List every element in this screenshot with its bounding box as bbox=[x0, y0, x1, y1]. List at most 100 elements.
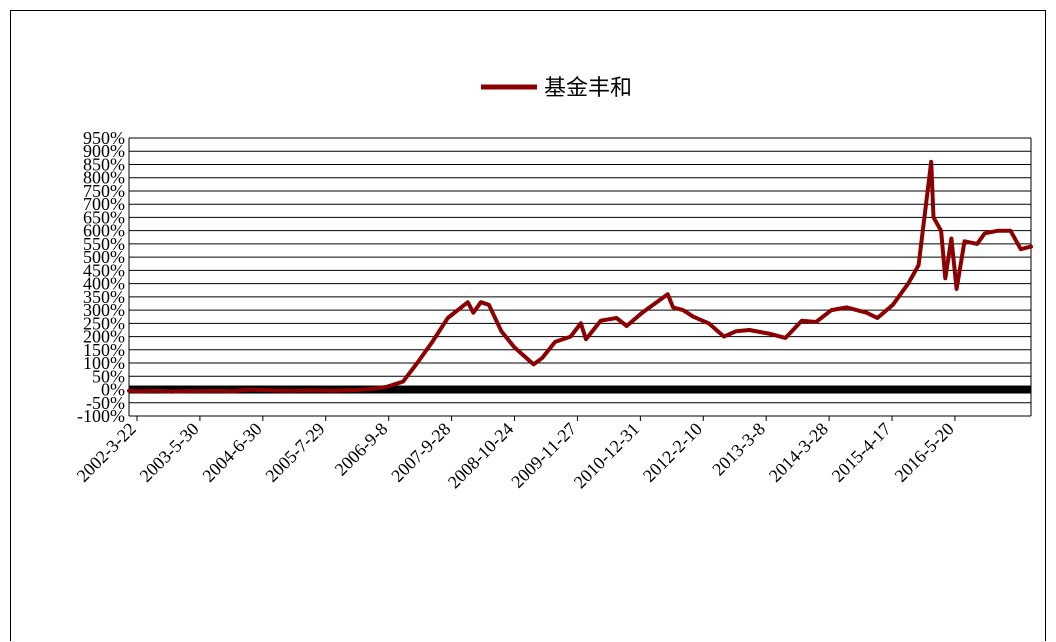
data-point bbox=[801, 320, 803, 322]
data-point bbox=[480, 301, 482, 303]
data-point bbox=[416, 362, 418, 364]
y-tick-label: 800% bbox=[83, 168, 125, 188]
data-point bbox=[472, 312, 474, 314]
data-point bbox=[294, 390, 296, 392]
y-tick-label: 500% bbox=[83, 247, 125, 267]
data-point bbox=[940, 230, 942, 232]
data-point bbox=[692, 316, 694, 318]
x-tick-label: 2006-9-8 bbox=[331, 419, 392, 480]
x-tick-label: 2013-3-8 bbox=[708, 419, 769, 480]
y-tick-label: -50% bbox=[86, 393, 125, 413]
data-point bbox=[355, 389, 357, 391]
data-point bbox=[232, 390, 234, 392]
data-point bbox=[431, 341, 433, 343]
y-tick-label: 150% bbox=[83, 340, 125, 360]
data-point bbox=[402, 381, 404, 383]
x-tick-label: 2008-10-24 bbox=[444, 419, 518, 493]
data-point bbox=[554, 341, 556, 343]
y-tick-label: 650% bbox=[83, 207, 125, 227]
data-point bbox=[334, 390, 336, 392]
x-tick-label: 2010-12-31 bbox=[570, 419, 644, 493]
y-tick-label: 550% bbox=[83, 234, 125, 254]
data-point bbox=[865, 312, 867, 314]
data-point bbox=[345, 389, 347, 391]
data-point bbox=[667, 293, 669, 295]
data-point bbox=[488, 304, 490, 306]
data-point bbox=[385, 386, 387, 388]
data-point bbox=[140, 390, 142, 392]
y-tick-label: 900% bbox=[83, 141, 125, 161]
y-tick-label: 100% bbox=[83, 353, 125, 373]
y-tick-label: 600% bbox=[83, 221, 125, 241]
y-axis: 950%900%850%800%750%700%650%600%550%500%… bbox=[77, 128, 125, 426]
data-point bbox=[309, 389, 311, 391]
data-point bbox=[370, 388, 372, 390]
y-tick-label: 700% bbox=[83, 194, 125, 214]
data-point bbox=[930, 161, 932, 163]
data-point bbox=[513, 346, 515, 348]
data-point bbox=[533, 363, 535, 365]
data-point bbox=[1020, 248, 1022, 250]
legend: 基金丰和 bbox=[481, 76, 632, 101]
data-point bbox=[500, 330, 502, 332]
data-point bbox=[976, 243, 978, 245]
y-tick-label: 350% bbox=[83, 287, 125, 307]
data-point bbox=[186, 390, 188, 392]
series-line bbox=[127, 159, 1033, 394]
data-point bbox=[541, 357, 543, 359]
zero-line-bar bbox=[129, 385, 1031, 394]
x-tick-label: 2005-7-29 bbox=[261, 419, 328, 486]
data-point bbox=[749, 329, 751, 331]
x-tick-label: 2015-4-17 bbox=[828, 419, 895, 486]
data-point bbox=[201, 390, 203, 392]
data-point bbox=[708, 322, 710, 324]
y-tick-label: 50% bbox=[92, 366, 125, 386]
legend-label: 基金丰和 bbox=[544, 76, 632, 101]
data-point bbox=[268, 389, 270, 391]
data-point bbox=[247, 389, 249, 391]
y-tick-label: 0% bbox=[101, 380, 125, 400]
data-point bbox=[956, 288, 958, 290]
data-point bbox=[155, 390, 157, 392]
line-chart: 950%900%850%800%750%700%650%600%550%500%… bbox=[73, 76, 1033, 492]
data-point bbox=[785, 337, 787, 339]
data-point bbox=[600, 320, 602, 322]
data-point bbox=[1010, 230, 1011, 232]
data-point bbox=[672, 306, 674, 308]
data-point bbox=[217, 390, 219, 392]
x-tick-label: 2009-11-27 bbox=[507, 419, 580, 492]
y-tick-label: 450% bbox=[83, 260, 125, 280]
data-point bbox=[580, 322, 582, 324]
data-point bbox=[278, 390, 280, 392]
data-point bbox=[963, 240, 965, 242]
y-tick-label: 300% bbox=[83, 300, 125, 320]
data-point bbox=[585, 338, 587, 340]
zero-baseline bbox=[129, 385, 1031, 394]
data-point bbox=[447, 317, 449, 319]
x-tick-label: 2007-9-28 bbox=[387, 419, 454, 486]
data-point bbox=[641, 312, 643, 314]
data-point bbox=[846, 306, 848, 308]
y-tick-label: -100% bbox=[77, 406, 125, 426]
data-point bbox=[171, 391, 173, 393]
y-tick-label: 750% bbox=[83, 181, 125, 201]
chart-frame: 950% 900% 850% 800% 750% 700% 650% 600% 550% 500%… bbox=[10, 10, 1046, 641]
data-point bbox=[950, 238, 952, 240]
data-point bbox=[682, 309, 684, 311]
data-point bbox=[918, 264, 920, 266]
y-tick-label: 400% bbox=[83, 274, 125, 294]
data-point bbox=[907, 283, 909, 285]
data-point bbox=[570, 336, 572, 338]
data-point bbox=[467, 301, 469, 303]
data-point bbox=[615, 317, 617, 319]
y-tick-label: 850% bbox=[83, 154, 125, 174]
y-tick-label: 950% bbox=[83, 128, 125, 148]
x-tick-label: 2003-5-30 bbox=[136, 419, 203, 486]
data-point bbox=[1030, 246, 1032, 248]
data-point bbox=[892, 304, 894, 306]
data-point bbox=[984, 232, 986, 234]
y-tick-label: 250% bbox=[83, 313, 125, 333]
data-point bbox=[735, 330, 737, 332]
y-tick-label: 200% bbox=[83, 327, 125, 347]
